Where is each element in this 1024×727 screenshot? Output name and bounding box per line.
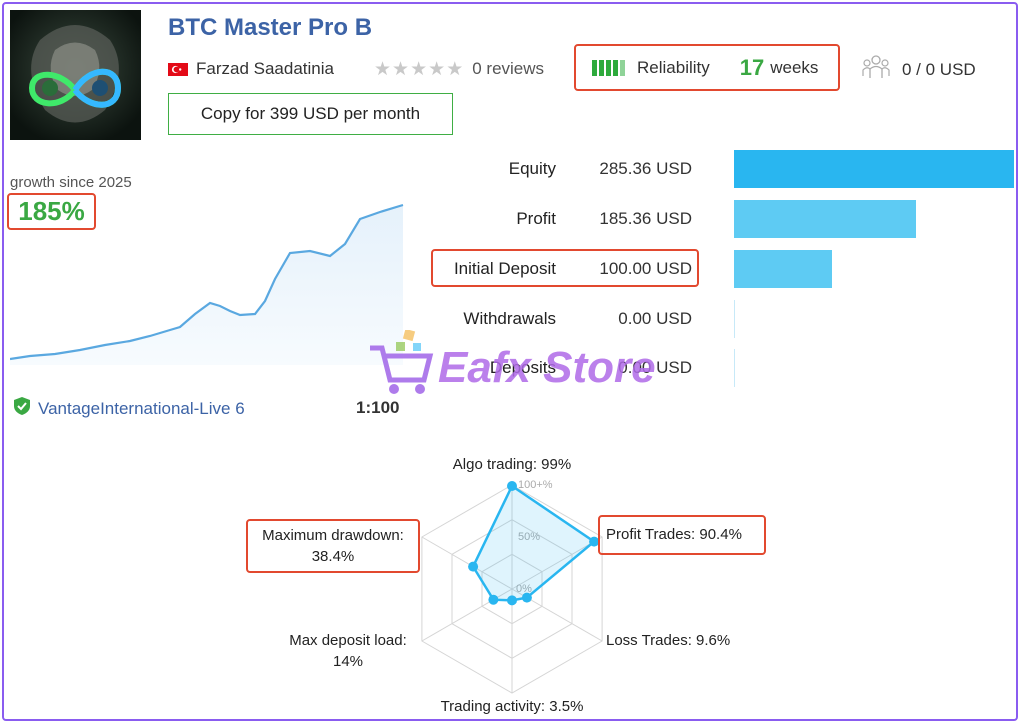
reliability-badge: Reliability 17 weeks xyxy=(574,44,840,91)
star-icon: ★ xyxy=(392,58,410,80)
turkey-flag-icon xyxy=(168,62,188,76)
radar-point xyxy=(468,561,479,572)
reliability-weeks-unit: weeks xyxy=(770,57,819,77)
signal-logo[interactable] xyxy=(10,10,141,140)
max-drawdown-highlight xyxy=(246,519,420,573)
initial-deposit-highlight xyxy=(431,249,699,287)
watermark: Eafx Store xyxy=(368,328,658,405)
growth-highlight: 185% xyxy=(7,193,96,230)
growth-area xyxy=(10,205,403,365)
radar-point xyxy=(507,595,517,606)
stat-bar xyxy=(734,349,735,387)
growth-label: growth since 2025 xyxy=(10,174,132,191)
author-row: Farzad Saadatinia xyxy=(168,58,334,80)
stat-bar xyxy=(734,250,832,288)
radar-label-profit: Profit Trades: 90.4% xyxy=(606,526,742,543)
radar-point xyxy=(507,481,517,491)
reliability-label: Reliability xyxy=(637,57,710,77)
radar-label-load-title: Max deposit load: xyxy=(289,632,407,649)
stat-value: 285.36 USD xyxy=(599,159,692,178)
watermark-text: Eafx Store xyxy=(438,343,656,392)
subscribers-value: 0 / 0 USD xyxy=(902,59,976,79)
stat-label: Initial Deposit xyxy=(453,259,556,278)
radar-axis xyxy=(421,536,513,590)
radar-tick-100: 100+% xyxy=(518,479,553,491)
author-name[interactable]: Farzad Saadatinia xyxy=(196,59,334,78)
radar-series-polygon xyxy=(471,484,597,602)
reliability-bars-icon xyxy=(592,59,627,76)
signal-title[interactable]: BTC Master Pro B xyxy=(168,14,373,41)
radar-chart[interactable]: 100+% 50% 0% xyxy=(404,460,624,700)
broker-row: VantageInternational-Live 6 xyxy=(12,396,245,421)
subscribers: 0 / 0 USD xyxy=(862,54,976,85)
radar-tick-0: 0% xyxy=(516,583,532,595)
stat-label: Profit xyxy=(516,209,556,228)
stat-label: Equity xyxy=(508,159,556,178)
subscribers-icon xyxy=(862,54,890,85)
growth-value: 185% xyxy=(18,196,85,226)
stat-value: 100.00 USD xyxy=(599,259,692,278)
stat-label: Withdrawals xyxy=(463,309,556,328)
cart-icon xyxy=(370,328,434,394)
stat-value: 185.36 USD xyxy=(599,209,692,228)
radar-label-drawdown-title: Maximum drawdown: xyxy=(262,527,404,544)
growth-chart[interactable] xyxy=(10,200,410,365)
leverage-value: 1:100 xyxy=(356,398,400,417)
stat-bar xyxy=(734,300,735,338)
profit-trades-highlight xyxy=(598,515,766,555)
star-icon: ★ xyxy=(374,58,392,80)
stat-bar xyxy=(734,150,1014,188)
stat-label: Deposits xyxy=(489,358,556,377)
reviews-link[interactable]: 0 reviews xyxy=(472,59,545,78)
growth-line xyxy=(10,203,404,361)
stat-value: 0.00 USD xyxy=(618,358,692,377)
reliability-weeks-value: 17 xyxy=(739,54,765,80)
rating-stars: ★ ★ ★ ★ ★ 0 reviews xyxy=(374,58,544,80)
star-icon: ★ xyxy=(410,58,428,80)
radar-label-load: Max deposit load: 14% xyxy=(270,632,426,670)
radar-point xyxy=(589,536,600,547)
radar-axis xyxy=(511,536,603,590)
stat-bar xyxy=(734,200,916,238)
copy-subscribe-button[interactable]: Copy for 399 USD per month xyxy=(168,93,453,135)
stat-value: 0.00 USD xyxy=(618,309,692,328)
radar-label-loss: Loss Trades: 9.6% xyxy=(606,632,731,649)
radar-label-drawdown: Maximum drawdown: 38.4% xyxy=(250,527,416,565)
star-icon: ★ xyxy=(446,58,464,80)
radar-point xyxy=(521,592,532,603)
radar-label-activity: Trading activity: 3.5% xyxy=(440,698,584,715)
verified-shield-icon xyxy=(12,396,32,421)
star-icon: ★ xyxy=(428,58,446,80)
radar-label-load-value: 14% xyxy=(332,653,364,670)
radar-point xyxy=(488,594,499,605)
radar-tick-50: 50% xyxy=(518,531,540,543)
broker-link[interactable]: VantageInternational-Live 6 xyxy=(38,398,245,418)
radar-label-drawdown-value: 38.4% xyxy=(311,548,355,565)
radar-label-algo: Algo trading: 99% xyxy=(452,456,572,473)
